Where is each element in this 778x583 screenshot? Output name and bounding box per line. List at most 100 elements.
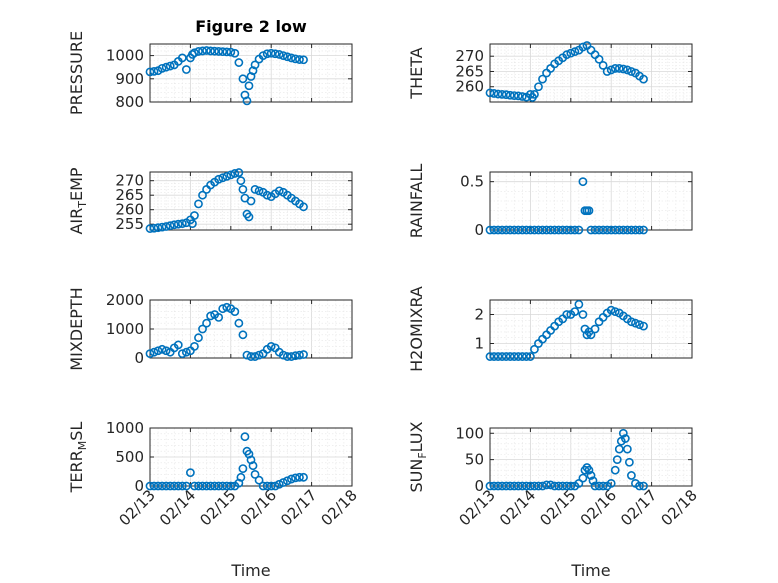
figure-title: Figure 2 low [195,17,307,36]
data-point [639,74,648,84]
data-point [181,65,191,74]
y-axis-label: H2OMIXRA [407,286,426,372]
data-point [526,481,535,491]
data-point [620,434,630,443]
data-point [497,225,507,235]
data-point [194,199,203,209]
data-point [161,481,171,491]
series-markers [485,428,648,491]
subplot-1: 800 900 1000 PRESSURE [67,31,353,115]
data-point [222,302,232,312]
data-point [165,481,175,491]
data-point [161,346,171,356]
data-point [574,299,584,309]
data-point [214,47,224,56]
data-point [254,186,264,196]
data-point [590,225,600,235]
data-point [622,65,632,75]
data-point [222,171,232,181]
data-point [291,351,300,361]
data-point [278,478,288,487]
data-point [218,481,228,491]
data-point [234,318,244,328]
y-tick-label: 1000 [106,419,144,437]
data-point [240,432,250,442]
series-markers [485,177,648,235]
data-point [618,428,628,438]
data-point [586,225,596,235]
data-point [570,47,580,57]
data-point [493,89,503,99]
data-point [161,62,171,72]
data-point [173,481,183,491]
data-point [214,174,224,184]
data-point [169,481,179,491]
data-point [594,481,604,491]
data-point [177,349,187,359]
series-markers [145,302,308,361]
data-point [218,304,228,314]
data-point [606,225,616,235]
data-point [230,48,240,58]
y-tick-label: 800 [115,93,144,111]
data-point [550,225,560,235]
data-point [262,481,272,491]
data-point [509,481,519,491]
data-point [584,465,594,475]
data-point [530,481,539,491]
data-point [149,66,159,76]
data-point [489,352,499,361]
data-point [566,225,576,235]
data-point [238,464,248,473]
data-point [584,206,594,216]
data-point [230,169,240,178]
data-point [550,481,560,491]
data-point [574,225,584,235]
data-point [538,74,547,84]
y-tick-label: 260 [115,201,144,219]
data-point [578,42,588,52]
y-axis-label: THETA [407,47,426,99]
data-point [614,444,624,454]
y-tick-label: 0 [134,349,144,367]
y-tick-label: 0 [474,477,484,495]
data-point [214,481,224,491]
data-point [627,67,636,76]
data-point [501,481,511,491]
y-axis-label: AIRTEMP [67,167,89,234]
subplot-6: 1 2 H2OMIXRA [407,286,693,372]
data-point [627,225,636,235]
data-point [554,481,564,491]
data-point [614,64,624,73]
data-point [286,352,296,361]
data-point [202,46,211,55]
data-point [206,481,215,491]
data-point [238,184,248,194]
data-point [149,223,159,233]
data-point [594,54,604,64]
data-point [173,340,183,350]
data-point [153,223,163,233]
data-point [485,88,495,98]
data-point [282,476,292,486]
data-point [521,352,531,361]
data-point [586,330,596,340]
data-point [157,344,167,354]
data-point [236,176,246,186]
data-point [627,317,636,327]
data-point [202,318,211,328]
data-point [244,212,254,222]
data-point [246,196,256,206]
data-point [299,350,308,359]
data-point [612,455,622,465]
data-point [145,67,155,77]
data-point [566,48,576,58]
data-point [554,225,564,235]
data-point [538,225,547,235]
data-point [485,481,495,491]
y-tick-label: 500 [115,448,144,466]
data-point [501,352,511,361]
